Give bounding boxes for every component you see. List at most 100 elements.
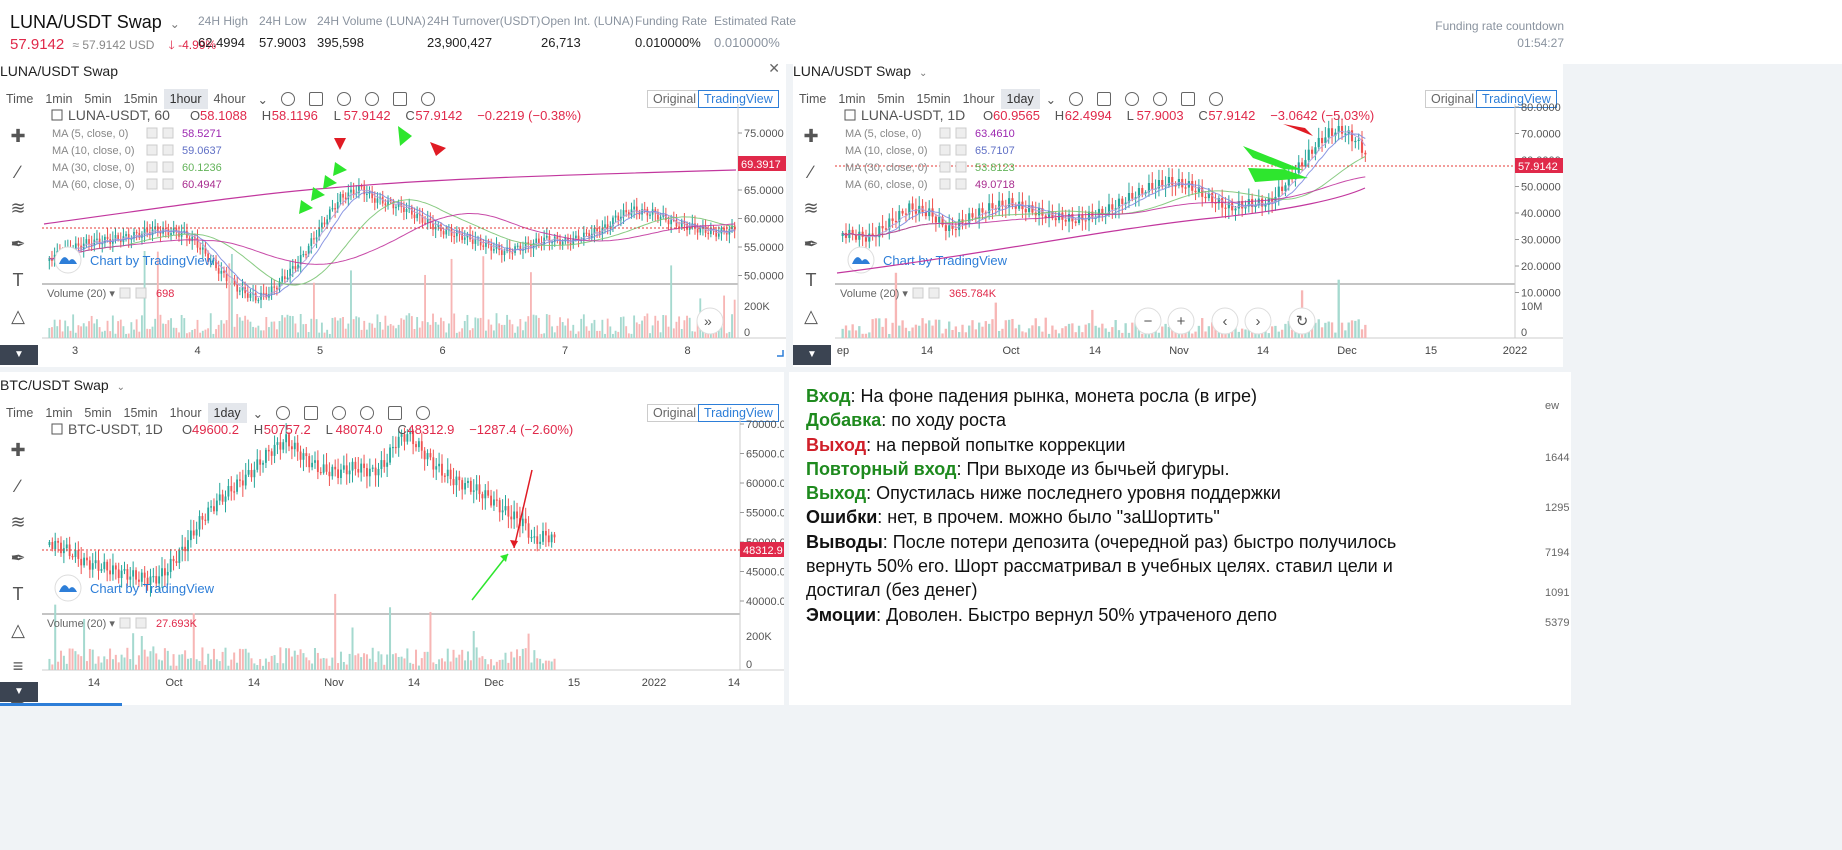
chart-type-icon[interactable] xyxy=(309,92,324,106)
tf-1day[interactable]: 1day xyxy=(1000,89,1040,109)
tf-5min[interactable]: 5min xyxy=(877,92,905,106)
brush-icon[interactable]: ✒ xyxy=(803,233,819,254)
volume-bar xyxy=(238,648,241,670)
trend-line-icon[interactable]: ∕ xyxy=(16,475,20,496)
candle-body xyxy=(442,231,445,235)
tradingview-view-button[interactable]: TradingView xyxy=(1476,90,1557,108)
trend-line-icon[interactable]: ∕ xyxy=(809,161,813,182)
chart-type-icon[interactable] xyxy=(1097,92,1112,106)
chevron-down-icon[interactable]: ▼ xyxy=(793,345,831,365)
stat-label: Open Int. (LUNA) xyxy=(541,14,634,28)
tf-time[interactable]: Time xyxy=(6,406,34,420)
ma-label: MA (60, close, 0) xyxy=(845,179,928,191)
settings-icon[interactable] xyxy=(1125,92,1140,106)
candle-body xyxy=(524,518,527,524)
stat-24h-low: 24H Low 57.9003 xyxy=(259,14,306,50)
add-indicator-icon[interactable] xyxy=(276,406,291,420)
pattern-icon[interactable]: △ xyxy=(804,305,818,326)
tf-1min[interactable]: 1min xyxy=(45,92,73,106)
volume-bar xyxy=(178,654,181,670)
settings-icon[interactable] xyxy=(332,406,347,420)
text-icon[interactable]: T xyxy=(805,269,817,290)
panel-title[interactable]: LUNA/USDT Swap ⌄ xyxy=(793,63,927,79)
pitchfork-icon[interactable]: ≋ xyxy=(10,511,26,532)
brush-icon[interactable]: ✒ xyxy=(10,233,26,254)
chevron-down-icon[interactable]: ▼ xyxy=(0,345,38,365)
candle-body xyxy=(347,192,350,200)
tf-15min[interactable]: 15min xyxy=(916,92,951,106)
volume-bar xyxy=(354,655,357,670)
x-tick-label: Dec xyxy=(484,677,504,689)
legend-change: −0.2219 (−0.38%) xyxy=(477,108,581,123)
tradingview-view-button[interactable]: TradingView xyxy=(698,90,779,108)
chevron-down-icon[interactable]: ⌄ xyxy=(1045,92,1057,107)
close-icon[interactable]: ✕ xyxy=(768,60,780,76)
add-indicator-icon[interactable] xyxy=(281,92,296,106)
screenshot-icon[interactable] xyxy=(393,92,408,106)
crosshair-icon[interactable]: ✚ xyxy=(10,439,26,460)
volume-bar xyxy=(974,329,977,338)
pattern-icon[interactable]: △ xyxy=(11,619,25,640)
tf-1hour[interactable]: 1hour xyxy=(163,89,208,109)
candle-body xyxy=(544,530,547,536)
volume-bar xyxy=(1234,324,1237,338)
tf-1min[interactable]: 1min xyxy=(838,92,866,106)
measure-icon[interactable]: ≡ xyxy=(12,655,24,676)
panel-title[interactable]: BTC/USDT Swap ⌄ xyxy=(0,377,125,393)
chart-type-icon[interactable] xyxy=(304,406,319,420)
tf-15min[interactable]: 15min xyxy=(123,92,158,106)
pitchfork-icon[interactable]: ≋ xyxy=(803,197,819,218)
volume-bar xyxy=(596,330,599,338)
chevron-down-icon[interactable]: ⌄ xyxy=(257,92,269,107)
candle-body xyxy=(1320,137,1324,144)
volume-bar xyxy=(564,325,567,338)
chart-canvas[interactable]: 75.000070.000065.000060.000055.000050.00… xyxy=(0,58,786,367)
tf-15min[interactable]: 15min xyxy=(123,406,158,420)
tf-1hour[interactable]: 1hour xyxy=(169,406,202,420)
pitchfork-icon[interactable]: ≋ xyxy=(10,197,26,218)
candle-body xyxy=(247,470,250,475)
text-icon[interactable]: T xyxy=(12,583,24,604)
clock-icon[interactable] xyxy=(365,92,380,106)
crosshair-icon[interactable]: ✚ xyxy=(10,125,26,146)
candle-body xyxy=(1074,221,1077,224)
clock-icon[interactable] xyxy=(1153,92,1168,106)
volume-bar xyxy=(449,661,452,670)
tf-4hour[interactable]: 4hour xyxy=(213,92,246,106)
volume-bar xyxy=(170,318,172,338)
tradingview-view-button[interactable]: TradingView xyxy=(698,404,779,422)
tf-1day[interactable]: 1day xyxy=(207,403,247,423)
clock-icon[interactable] xyxy=(360,406,375,420)
candle-body xyxy=(1044,215,1047,219)
undo-icon[interactable] xyxy=(416,406,431,420)
chart-canvas[interactable]: 80.000070.000060.000050.000040.000030.00… xyxy=(793,58,1563,367)
candle-body xyxy=(246,293,249,298)
tf-1hour[interactable]: 1hour xyxy=(962,92,995,106)
chart-canvas[interactable]: 70000.065000.060000.055000.050000.045000… xyxy=(0,372,784,705)
candle-body xyxy=(649,214,651,216)
undo-icon[interactable] xyxy=(1209,92,1224,106)
volume-bar xyxy=(434,322,437,338)
volume-bar xyxy=(1277,331,1280,338)
tf-5min[interactable]: 5min xyxy=(84,92,112,106)
screenshot-icon[interactable] xyxy=(1181,92,1196,106)
settings-icon[interactable] xyxy=(337,92,352,106)
volume-bar xyxy=(588,330,591,338)
screenshot-icon[interactable] xyxy=(388,406,403,420)
chevron-down-icon[interactable]: ▼ xyxy=(0,682,38,702)
original-view-button[interactable]: Original xyxy=(647,90,703,108)
tf-1min[interactable]: 1min xyxy=(45,406,73,420)
tf-time[interactable]: Time xyxy=(799,92,827,106)
undo-icon[interactable] xyxy=(421,92,436,106)
tf-5min[interactable]: 5min xyxy=(84,406,112,420)
add-indicator-icon[interactable] xyxy=(1069,92,1084,106)
brush-icon[interactable]: ✒ xyxy=(10,547,26,568)
x-tick-label: 15 xyxy=(1425,345,1437,357)
chevron-down-icon[interactable]: ⌄ xyxy=(252,406,264,421)
pattern-icon[interactable]: △ xyxy=(11,305,25,326)
text-icon[interactable]: T xyxy=(12,269,24,290)
pair-selector[interactable]: LUNA/USDT Swap ⌄ xyxy=(10,12,180,33)
trend-line-icon[interactable]: ∕ xyxy=(16,161,20,182)
tf-time[interactable]: Time xyxy=(6,92,34,106)
crosshair-icon[interactable]: ✚ xyxy=(803,125,819,146)
